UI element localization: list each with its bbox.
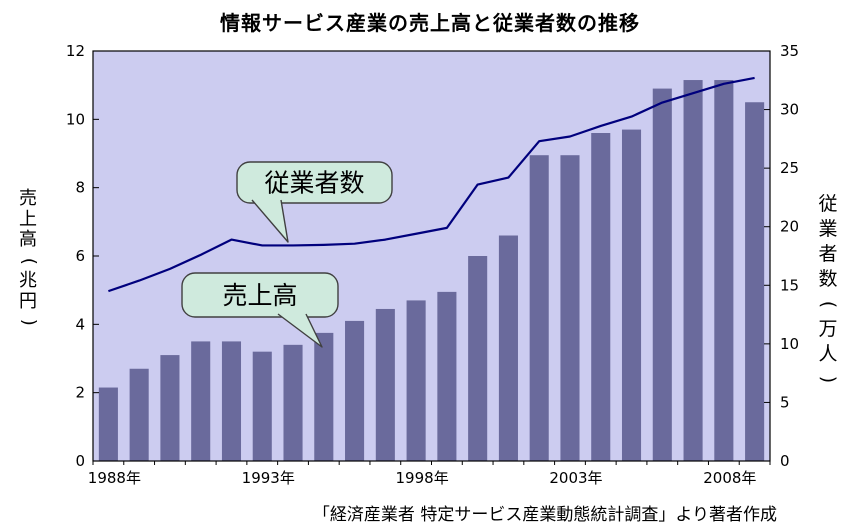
callout-label: 売上高 xyxy=(222,281,297,310)
callout-tail xyxy=(251,199,289,243)
x-axis-tick-label: 1988年 xyxy=(88,469,141,487)
sales-bar xyxy=(129,368,149,461)
callout-label: 従業者数 xyxy=(264,169,364,198)
axis-title-char: 高 xyxy=(19,229,37,250)
left-axis-title: 売上高 ( 兆円) xyxy=(12,188,44,333)
x-axis-tick-label: 2008年 xyxy=(703,469,756,487)
sales-bar xyxy=(191,341,211,461)
sales-bar xyxy=(345,320,365,461)
right-axis-tick-label: 35 xyxy=(780,42,799,60)
right-axis-tick-label: 0 xyxy=(780,452,790,470)
axis-title-char: ) xyxy=(18,318,40,326)
right-axis-tick-label: 30 xyxy=(780,101,799,119)
x-axis-tick-label: 2003年 xyxy=(549,469,602,487)
right-axis-tick-label: 25 xyxy=(780,159,799,177)
left-axis-tick-label: 8 xyxy=(75,179,85,197)
right-axis-tick-label: 15 xyxy=(780,276,799,294)
axis-title-char: 人 xyxy=(818,343,838,365)
axis-title-char: ( xyxy=(18,257,40,265)
sales-bar xyxy=(591,133,611,461)
axis-title-char: 円 xyxy=(19,290,37,312)
sales-bar xyxy=(652,88,672,461)
axis-title-char: 万 xyxy=(818,318,838,340)
axis-title-char: ) xyxy=(817,375,840,384)
x-axis-tick-label: 1993年 xyxy=(242,469,295,487)
sales-bar xyxy=(714,80,734,462)
employees-line xyxy=(108,76,755,293)
axis-title-char: ( xyxy=(817,300,840,309)
sales-bar xyxy=(283,344,303,461)
callout-bubble xyxy=(181,272,339,318)
left-axis-tick-label: 2 xyxy=(75,384,85,402)
axis-title-char: 数 xyxy=(818,268,838,290)
callout-bubble xyxy=(236,161,393,204)
sales-bar xyxy=(683,80,703,462)
sales-bar xyxy=(621,129,642,462)
x-axis-tick-label: 1998年 xyxy=(396,469,449,487)
axis-title-char: 従 xyxy=(818,193,838,215)
axis-title-char: 者 xyxy=(818,243,838,265)
left-axis-tick-label: 0 xyxy=(75,452,85,470)
sales-bar xyxy=(375,308,395,461)
right-axis-tick-label: 20 xyxy=(780,218,799,236)
axis-title-char: 兆 xyxy=(19,270,37,291)
sales-bar xyxy=(529,155,549,462)
sales-bar xyxy=(406,300,426,461)
sales-bar xyxy=(221,341,242,461)
chart-title: 情報サービス産業の売上高と従業者数の推移 xyxy=(220,11,640,35)
axis-title-char: 業 xyxy=(818,218,838,240)
right-axis-tick-label: 5 xyxy=(780,393,790,411)
source-note: 「経済産業者 特定サービス産業動態統計調査」より著者作成 xyxy=(312,505,777,525)
left-axis-tick-label: 4 xyxy=(75,315,85,333)
left-axis-tick-label: 12 xyxy=(66,42,85,60)
sales-bar xyxy=(498,235,518,461)
sales-bar xyxy=(160,355,180,461)
sales-bar xyxy=(252,351,272,461)
axis-title-char: 上 xyxy=(19,208,37,230)
left-axis-tick-label: 10 xyxy=(66,110,85,128)
sales-bar xyxy=(98,387,118,461)
right-axis-tick-label: 10 xyxy=(780,335,799,353)
left-axis-tick-label: 6 xyxy=(75,247,85,265)
axis-title-char: 売 xyxy=(19,188,37,209)
sales-bar xyxy=(437,291,457,461)
sales-bar xyxy=(745,102,765,461)
sales-bar xyxy=(314,332,334,461)
sales-bar xyxy=(468,256,488,461)
callout-tail xyxy=(277,313,323,348)
sales-bar xyxy=(560,155,580,462)
right-axis-title: 従業者数 ( 万人) xyxy=(811,192,845,392)
